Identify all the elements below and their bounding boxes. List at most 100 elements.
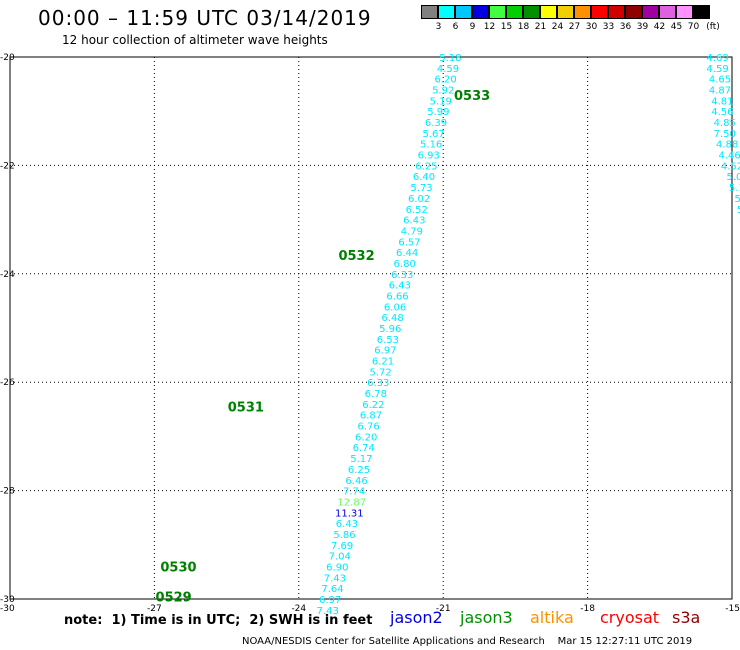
swh-label: 6.40 [413,172,435,183]
pass-time-label: 0530 [160,560,196,575]
swh-label: 7.50 [714,129,736,140]
swh-label: 6.93 [418,151,440,162]
swh-label: 4.59 [437,64,459,75]
colorbar-label: 18 [517,22,530,32]
satellite-jason3: jason3 [460,608,513,627]
colorbar-label: 70 [687,22,700,32]
y-tick-label: -28 [0,487,15,497]
swh-label: 5.92 [432,86,454,97]
swh-label: 4.65 [709,75,731,86]
swh-label: 6.33 [367,378,389,389]
colorbar-label: 36 [619,22,632,32]
swh-label: 5.99 [427,107,449,118]
swh-label: 4.79 [401,226,423,237]
colorbar-swatch [608,5,625,19]
swh-label: 6.46 [345,476,367,487]
colorbar-swatch [506,5,523,19]
pass-time-label: 0533 [454,89,490,104]
swh-label: 11.31 [335,508,364,519]
colorbar-swatch [489,5,506,19]
x-tick-label: -21 [436,604,451,614]
colorbar-label: 9 [469,22,476,32]
colorbar-label: 27 [568,22,581,32]
colorbar-label: 33 [602,22,615,32]
colorbar-swatch [693,5,710,19]
colorbar-swatch [455,5,472,19]
satellite-s3a: s3a [672,608,701,627]
swh-label: 6.66 [386,291,408,302]
colorbar-swatch [557,5,574,19]
x-tick-label: -15 [725,604,740,614]
chart-subtitle: 12 hour collection of altimeter wave hei… [62,33,328,47]
swh-label: 6.76 [357,422,379,433]
colorbar-label: 3 [435,22,442,32]
swh-label: 5. [737,205,740,216]
swh-label: 6.25 [415,161,437,172]
swh-label: 4.46 [718,151,740,162]
swh-label: 5.86 [333,530,355,541]
colorbar-swatch [642,5,659,19]
colorbar-label: 15 [500,22,513,32]
swh-label: 6.52 [406,205,428,216]
swh-label: 6.90 [326,562,348,573]
colorbar-swatch [574,5,591,19]
swh-label: 6.33 [391,270,413,281]
colorbar-swatch [625,5,642,19]
y-tick-label: -26 [0,378,15,388]
swh-label: 6.87 [360,411,382,422]
swh-label: 6.43 [403,216,425,227]
swh-label: 4.59 [706,64,728,75]
swh-label: 7.43 [317,606,339,617]
swh-label: 6.57 [398,237,420,248]
swh-label: 4.87 [709,86,731,97]
colorbar-label: 39 [636,22,649,32]
colorbar-label: 42 [653,22,666,32]
colorbar-label: 21 [534,22,547,32]
chart-title: 00:00 – 11:59 UTC 03/14/2019 [38,6,372,30]
pass-time-label: 0529 [156,590,192,605]
y-tick-label: -20 [0,53,15,63]
swh-label: 4.88 [716,140,738,151]
swh-label: 6.43 [389,281,411,292]
colorbar-swatch [523,5,540,19]
swh-label: 6.39 [425,118,447,129]
pass-time-label: 0532 [338,249,374,264]
swh-label: 7.74 [343,487,365,498]
colorbar-swatch [438,5,455,19]
colorbar-swatch [472,5,489,19]
colorbar-swatch [591,5,608,19]
swh-label: 6.74 [353,443,375,454]
swh-label: 6.06 [384,302,406,313]
swh-label: 12.87 [337,497,366,508]
x-tick-label: -18 [580,604,595,614]
swh-label: 5.17 [350,454,372,465]
swh-label: 4.52 [721,161,740,172]
swh-label: 5.73 [410,183,432,194]
swh-label: 6.48 [382,313,404,324]
swh-label: 6.25 [348,465,370,476]
swh-label: 5. [734,194,740,205]
colorbar-swatch [676,5,693,19]
swh-label: 6.44 [396,248,418,259]
colorbar-label: 6 [452,22,459,32]
swh-label: 6.80 [394,259,416,270]
swh-label: 6.97 [374,346,396,357]
swh-label: 6.22 [362,400,384,411]
x-tick-label: -30 [0,604,15,614]
y-tick-label: -24 [0,270,15,280]
colorbar-label: 30 [585,22,598,32]
colorbar-unit: (ft) [706,22,720,32]
x-tick-label: -27 [147,604,162,614]
swh-label: 6.97 [319,595,341,606]
swh-label: 7.43 [324,573,346,584]
colorbar-label: 24 [551,22,564,32]
swh-label: 4.85 [714,118,736,129]
colorbar-label: 45 [670,22,683,32]
colorbar-label: 12 [483,22,496,32]
units-note: note: 1) Time is in UTC; 2) SWH is in fe… [64,613,373,628]
swh-label: 6.21 [372,357,394,368]
pass-time-label: 0531 [228,401,264,416]
swh-label: 5.96 [379,324,401,335]
y-tick-label: -30 [0,595,15,605]
x-tick-label: -24 [291,604,306,614]
